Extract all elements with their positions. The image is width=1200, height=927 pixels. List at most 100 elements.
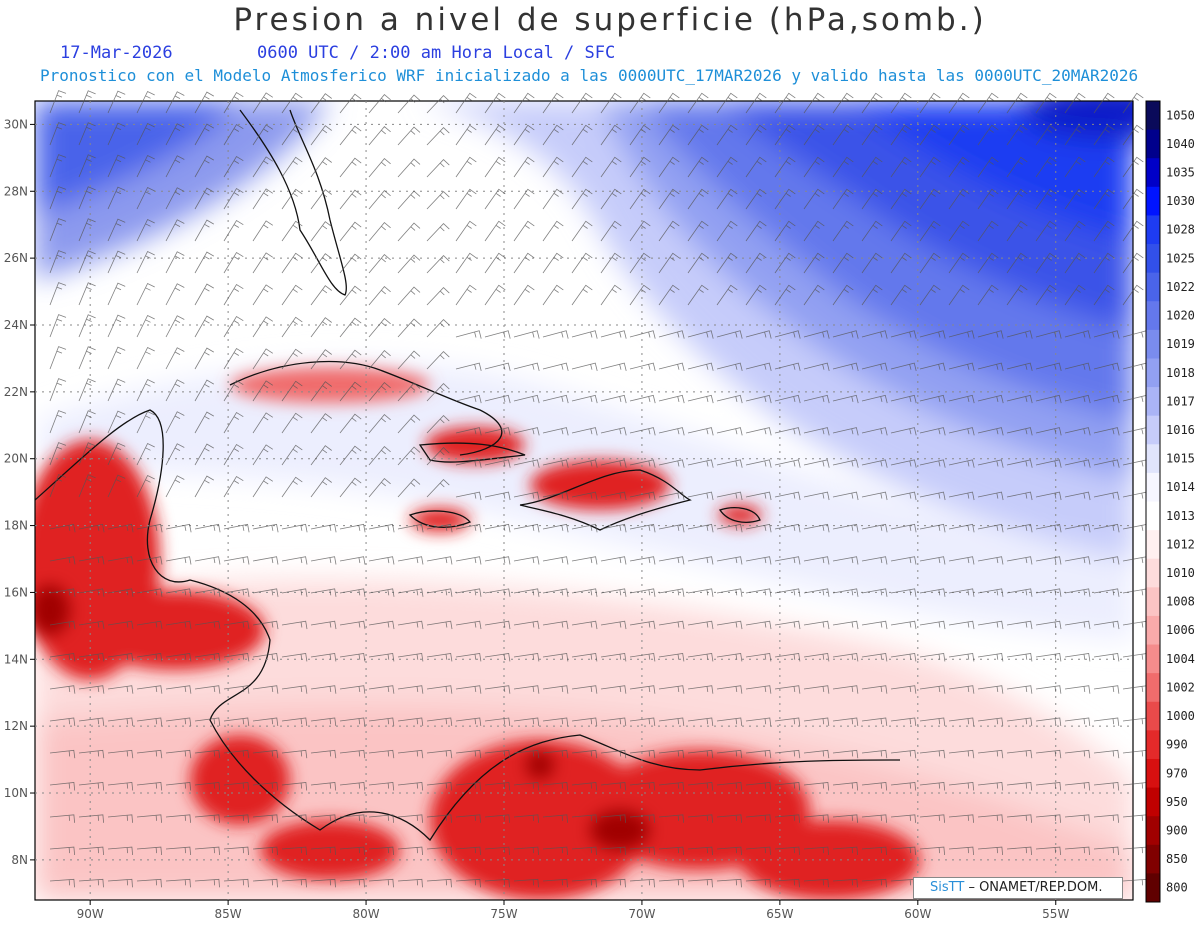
wind-barb	[977, 717, 1004, 726]
wind-barb	[281, 156, 303, 178]
wind-barb	[687, 717, 714, 726]
wind-barb	[745, 556, 772, 565]
wind-barb	[252, 124, 274, 146]
wind-barb	[49, 620, 76, 630]
colorbar-swatch	[1146, 101, 1160, 131]
wind-barb	[368, 254, 391, 274]
wind-barb	[49, 685, 76, 694]
wind-barb	[310, 285, 332, 306]
wind-barb	[716, 92, 738, 114]
wind-barb	[832, 220, 854, 242]
wind-barb	[803, 394, 830, 404]
wind-barb	[629, 878, 655, 888]
wind-barb	[861, 814, 887, 823]
wind-barb	[600, 427, 627, 436]
wind-barb	[803, 523, 830, 533]
wind-barb	[513, 427, 540, 436]
wind-barb	[484, 284, 506, 306]
wind-barb	[49, 250, 67, 274]
wind-barb	[194, 187, 215, 210]
wind-barb	[629, 556, 656, 565]
wind-barb	[339, 125, 362, 146]
wind-barb	[1093, 188, 1115, 210]
wind-barb	[571, 220, 593, 242]
wind-barb	[368, 286, 391, 306]
wind-barb	[658, 588, 685, 597]
wind-barb	[861, 92, 883, 114]
wind-barb	[513, 749, 540, 759]
y-tick-label: 12N	[4, 719, 28, 733]
wind-barb	[1064, 284, 1086, 306]
wind-barb	[571, 427, 598, 436]
wind-barb	[658, 459, 685, 468]
wind-barb	[165, 379, 185, 402]
wind-barb	[716, 394, 743, 404]
wind-barb	[281, 92, 303, 114]
wind-barb	[455, 878, 481, 888]
wind-barb	[426, 95, 450, 114]
colorbar-swatch	[1146, 329, 1160, 359]
wind-barb	[223, 475, 244, 498]
wind-barb	[571, 156, 593, 178]
wind-barb	[774, 362, 801, 371]
wind-barb	[513, 252, 535, 274]
wind-barb	[1093, 685, 1120, 694]
wind-barb	[716, 252, 738, 274]
wind-barb	[513, 846, 539, 856]
wind-barb	[310, 782, 337, 791]
wind-barb	[455, 653, 482, 662]
x-tick-label: 80W	[352, 907, 379, 921]
wind-barb	[252, 620, 279, 630]
wind-barb	[339, 381, 362, 402]
wind-barb	[919, 252, 941, 274]
wind-barb	[1035, 588, 1062, 597]
wind-barb	[542, 491, 569, 501]
wind-barb	[629, 124, 651, 146]
wind-barb	[861, 717, 888, 726]
wind-barb	[571, 588, 598, 597]
wind-barb	[600, 124, 622, 146]
wind-barb	[484, 427, 511, 436]
wind-barb	[223, 91, 244, 114]
wind-barb	[948, 717, 975, 726]
wind-barb	[803, 220, 825, 242]
wind-barb	[194, 379, 215, 402]
wind-barb	[426, 556, 453, 565]
wind-barb	[1093, 749, 1120, 759]
wind-barb	[252, 412, 274, 434]
wind-barb	[832, 685, 859, 694]
wind-barb	[542, 782, 569, 791]
wind-barb	[194, 475, 215, 498]
wind-barb	[165, 878, 191, 888]
wind-barb	[890, 556, 917, 565]
wind-barb	[368, 556, 395, 565]
wind-barb	[629, 330, 656, 339]
wind-barb	[426, 523, 453, 533]
wind-barb	[861, 588, 888, 597]
wind-barb	[1006, 188, 1028, 210]
wind-barb	[194, 123, 215, 146]
wind-barb	[136, 749, 163, 759]
wind-barb	[107, 314, 126, 338]
wind-barb	[1064, 491, 1091, 501]
wind-barb	[368, 158, 391, 178]
wind-barb	[803, 556, 830, 565]
wind-barb	[745, 188, 767, 210]
wind-barb	[484, 491, 511, 501]
wind-barb	[339, 349, 362, 370]
wind-barb	[542, 620, 569, 630]
wind-barb	[165, 685, 192, 694]
wind-barb	[716, 782, 743, 791]
wind-barb	[107, 410, 126, 434]
wind-barb	[658, 220, 680, 242]
wind-barb	[861, 782, 888, 791]
wind-barb	[803, 92, 825, 114]
wind-barb	[977, 556, 1004, 565]
colorbar-label: 1035	[1166, 166, 1195, 180]
wind-barb	[629, 252, 651, 274]
wind-barb	[658, 491, 685, 501]
wind-barb	[600, 284, 622, 306]
x-tick-label: 70W	[628, 907, 655, 921]
wind-barb	[629, 491, 656, 501]
wind-barb	[542, 92, 564, 114]
